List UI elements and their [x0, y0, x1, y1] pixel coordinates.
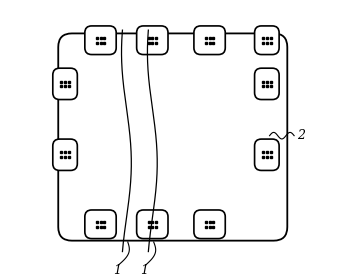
FancyBboxPatch shape [254, 26, 279, 54]
Text: 1: 1 [113, 264, 121, 277]
FancyBboxPatch shape [254, 139, 279, 170]
FancyBboxPatch shape [53, 139, 77, 170]
FancyBboxPatch shape [137, 210, 168, 239]
FancyBboxPatch shape [53, 68, 77, 100]
Text: 2: 2 [297, 129, 305, 142]
Text: 1: 1 [140, 264, 148, 277]
FancyBboxPatch shape [58, 33, 287, 241]
FancyBboxPatch shape [137, 26, 168, 54]
FancyBboxPatch shape [194, 26, 225, 54]
FancyBboxPatch shape [85, 26, 116, 54]
FancyBboxPatch shape [194, 210, 225, 239]
FancyBboxPatch shape [254, 68, 279, 100]
FancyBboxPatch shape [85, 210, 116, 239]
